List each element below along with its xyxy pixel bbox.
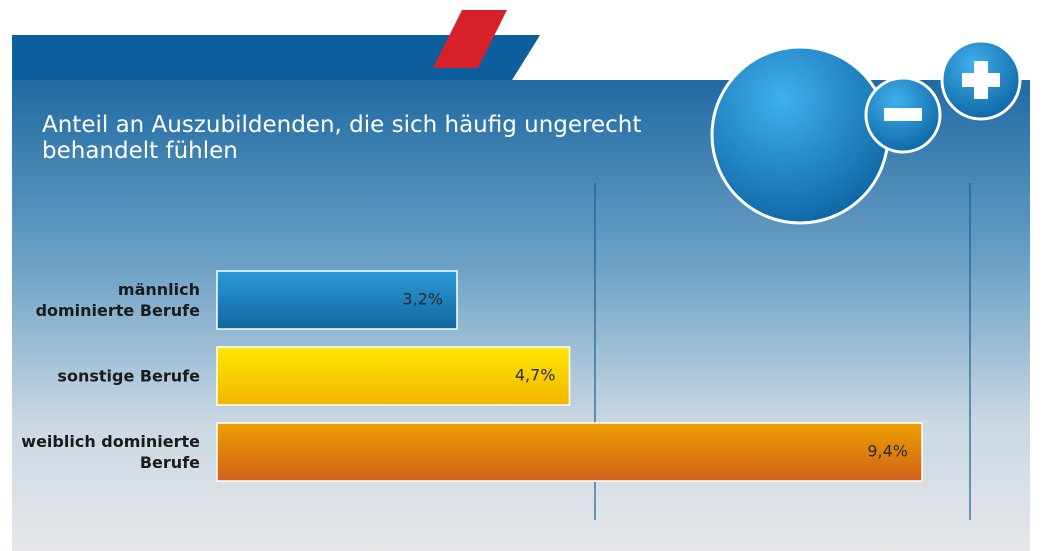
bar: [216, 422, 923, 482]
category-label: sonstige Berufe: [57, 366, 200, 386]
value-label: 3,2%: [402, 290, 443, 309]
bar: [216, 346, 571, 406]
category-label: weiblich dominierte Berufe: [21, 432, 200, 472]
value-label: 4,7%: [515, 366, 556, 385]
value-label: 9,4%: [867, 442, 908, 461]
category-label: männlich dominierte Berufe: [35, 280, 200, 320]
bar: [216, 270, 458, 330]
red-accent: [433, 10, 507, 68]
plus-icon: [974, 61, 988, 99]
minus-icon: [884, 108, 922, 121]
header-band: [12, 35, 540, 80]
chart-title: Anteil an Auszubildenden, die sich häufi…: [42, 112, 642, 164]
decor-circle: [710, 45, 890, 225]
